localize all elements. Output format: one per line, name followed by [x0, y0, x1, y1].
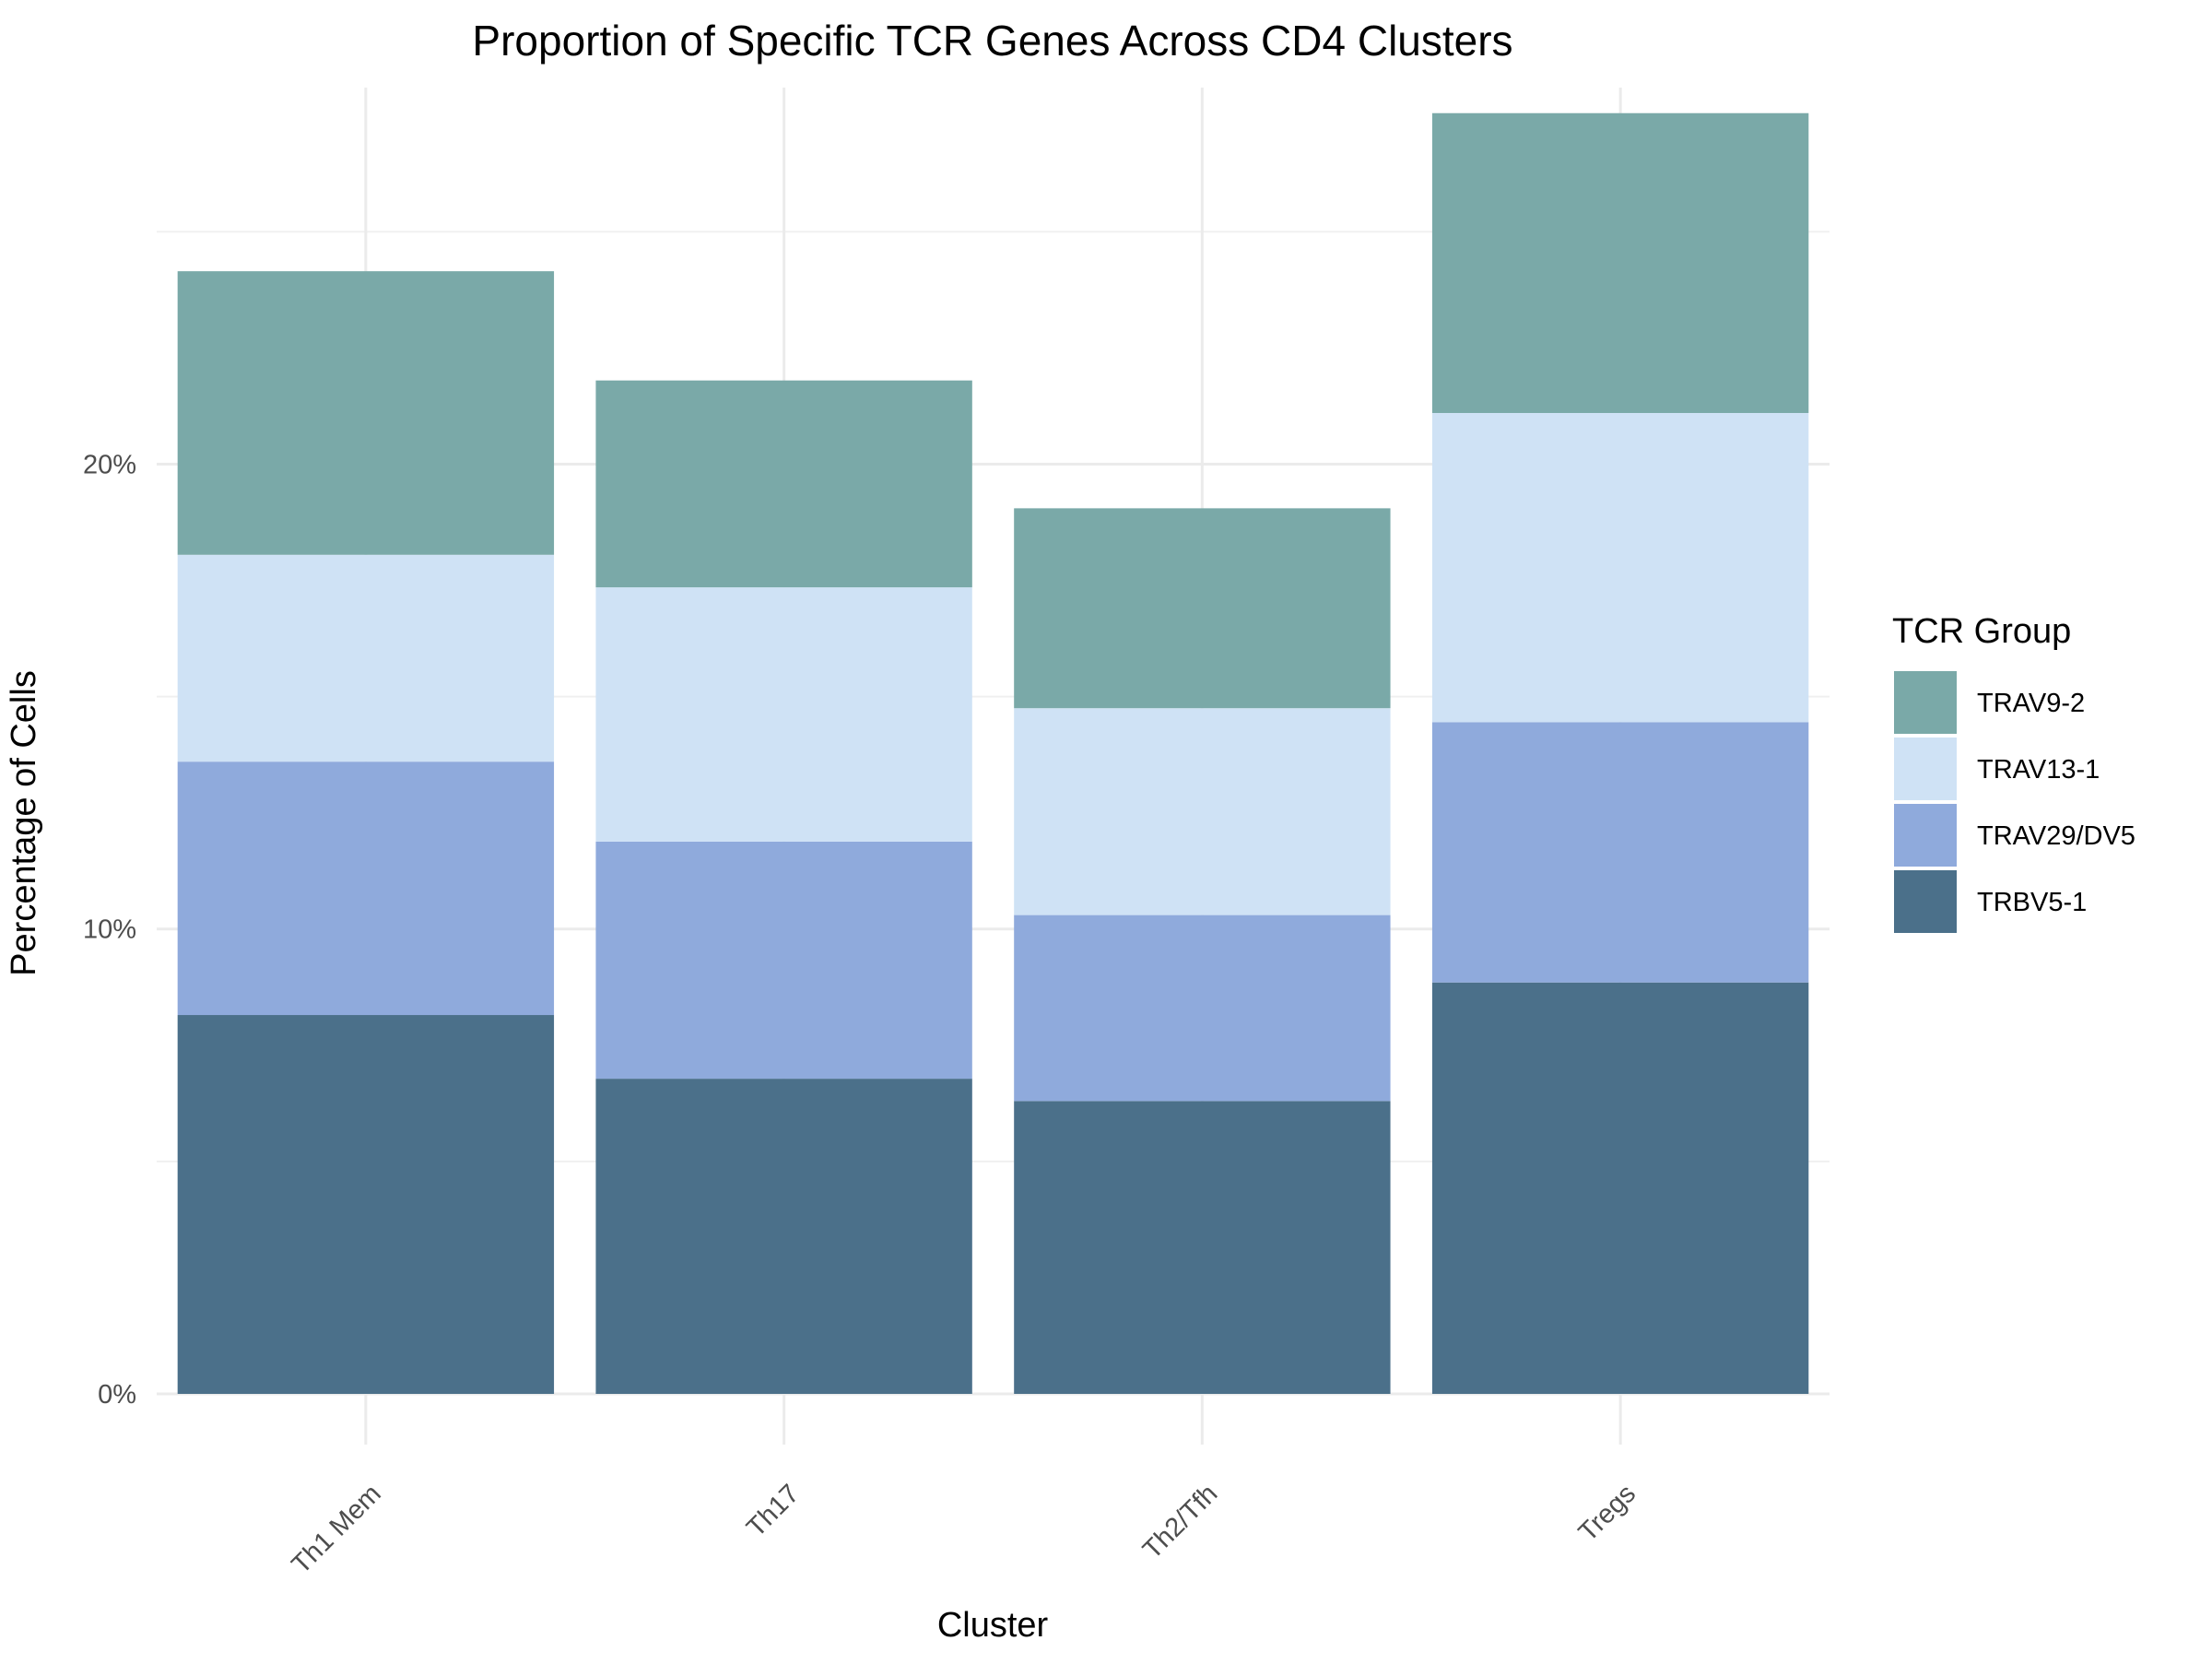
bar-trav13-1	[1431, 412, 1809, 723]
x-tick-label: Th17	[741, 1479, 805, 1542]
chart-title: Proportion of Specific TCR Genes Across …	[472, 17, 1512, 65]
legend-label-trav29-dv5: TRAV29/DV5	[1977, 821, 2136, 851]
bar-trav13-1	[595, 587, 972, 842]
bar-trav13-1	[177, 554, 555, 762]
legend: TCR Group TRAV9-2 TRAV13-1 TRAV29/DV5 TRBV5…	[1892, 612, 2136, 933]
legend-key-trbv5-1	[1894, 870, 1957, 933]
x-tick-label: Tregs	[1573, 1479, 1641, 1547]
bar-trbv5-1	[177, 1015, 555, 1394]
bar-trav13-1	[1014, 708, 1391, 915]
x-tick-labels: Th1 Mem Th17 Th2/Tfh Tregs	[287, 1479, 1641, 1579]
legend-label-trav9-2: TRAV9-2	[1977, 689, 2085, 718]
bar-trav9-2	[595, 380, 972, 588]
y-tick-label: 0%	[98, 1380, 136, 1410]
bars-layer	[177, 112, 1809, 1394]
x-axis-title: Cluster	[937, 1606, 1049, 1645]
bar-trbv5-1	[595, 1079, 972, 1394]
bar-trav9-2	[177, 271, 555, 555]
y-tick-label: 20%	[83, 450, 136, 479]
y-tick-label: 10%	[83, 915, 136, 945]
legend-items: TRAV9-2 TRAV13-1 TRAV29/DV5 TRBV5-1	[1894, 671, 2136, 933]
x-tick-label: Th1 Mem	[287, 1479, 387, 1579]
bar-trav29-dv5	[595, 841, 972, 1080]
legend-key-trav9-2	[1894, 671, 1957, 734]
legend-key-trav29-dv5	[1894, 804, 1957, 867]
bar-trbv5-1	[1014, 1101, 1391, 1394]
legend-label-trbv5-1: TRBV5-1	[1977, 888, 2087, 917]
x-tick-label: Th2/Tfh	[1137, 1479, 1223, 1564]
bar-trav29-dv5	[1014, 915, 1391, 1102]
legend-title: TCR Group	[1892, 612, 2071, 651]
legend-key-trav13-1	[1894, 738, 1957, 800]
bar-trbv5-1	[1431, 982, 1809, 1394]
bar-trav9-2	[1431, 112, 1809, 413]
bar-trav29-dv5	[1431, 722, 1809, 983]
bar-trav29-dv5	[177, 761, 555, 1016]
y-axis-title: Percentage of Cells	[5, 670, 43, 976]
bar-trav9-2	[1014, 508, 1391, 709]
legend-label-trav13-1: TRAV13-1	[1977, 755, 2100, 785]
y-tick-labels: 0% 10% 20%	[83, 450, 136, 1410]
